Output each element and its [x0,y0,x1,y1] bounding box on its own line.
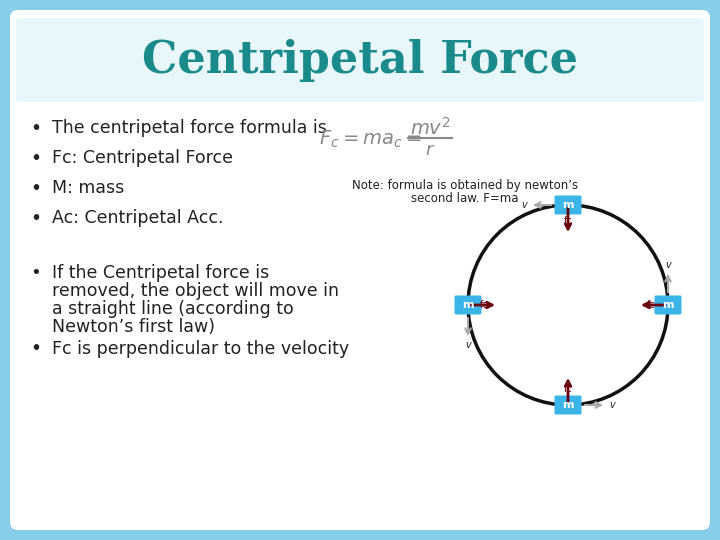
Text: m: m [562,400,574,410]
Text: removed, the object will move in: removed, the object will move in [52,282,339,300]
Text: •: • [30,179,42,198]
FancyBboxPatch shape [454,295,482,314]
FancyBboxPatch shape [554,195,582,214]
Text: M: mass: M: mass [52,179,125,197]
Text: v: v [521,200,527,210]
Text: Centripetal Force: Centripetal Force [142,38,578,82]
Text: Newton’s first law): Newton’s first law) [52,318,215,336]
Text: •: • [31,264,41,282]
FancyBboxPatch shape [554,395,582,415]
FancyBboxPatch shape [10,10,710,530]
Text: •: • [30,208,42,227]
Text: If the Centripetal force is: If the Centripetal force is [52,264,269,282]
Text: fc: fc [480,300,489,310]
Text: a straight line (according to: a straight line (according to [52,300,294,318]
Text: •: • [30,340,42,359]
FancyBboxPatch shape [16,18,704,102]
Text: $r$: $r$ [425,141,435,159]
Text: •: • [30,148,42,167]
Text: •: • [30,118,42,138]
Text: m: m [562,200,574,210]
Text: Note: formula is obtained by newton’s: Note: formula is obtained by newton’s [352,179,578,192]
Text: m: m [462,300,474,310]
Text: v: v [665,260,671,270]
Text: $F_c = ma_c =$: $F_c = ma_c =$ [319,129,421,150]
Text: second law. F=ma: second law. F=ma [411,192,518,206]
Text: fc: fc [647,300,656,310]
Text: $mv^2$: $mv^2$ [410,117,450,139]
Text: Fc: Centripetal Force: Fc: Centripetal Force [52,149,233,167]
Text: fc: fc [564,383,572,394]
Text: v: v [609,400,615,410]
Text: m: m [662,300,674,310]
Text: fc: fc [564,217,572,226]
FancyBboxPatch shape [654,295,682,314]
Text: v: v [465,340,471,350]
Text: Ac: Centripetal Acc.: Ac: Centripetal Acc. [52,209,223,227]
Text: Fc is perpendicular to the velocity: Fc is perpendicular to the velocity [52,340,349,358]
Text: The centripetal force formula is: The centripetal force formula is [52,119,327,137]
